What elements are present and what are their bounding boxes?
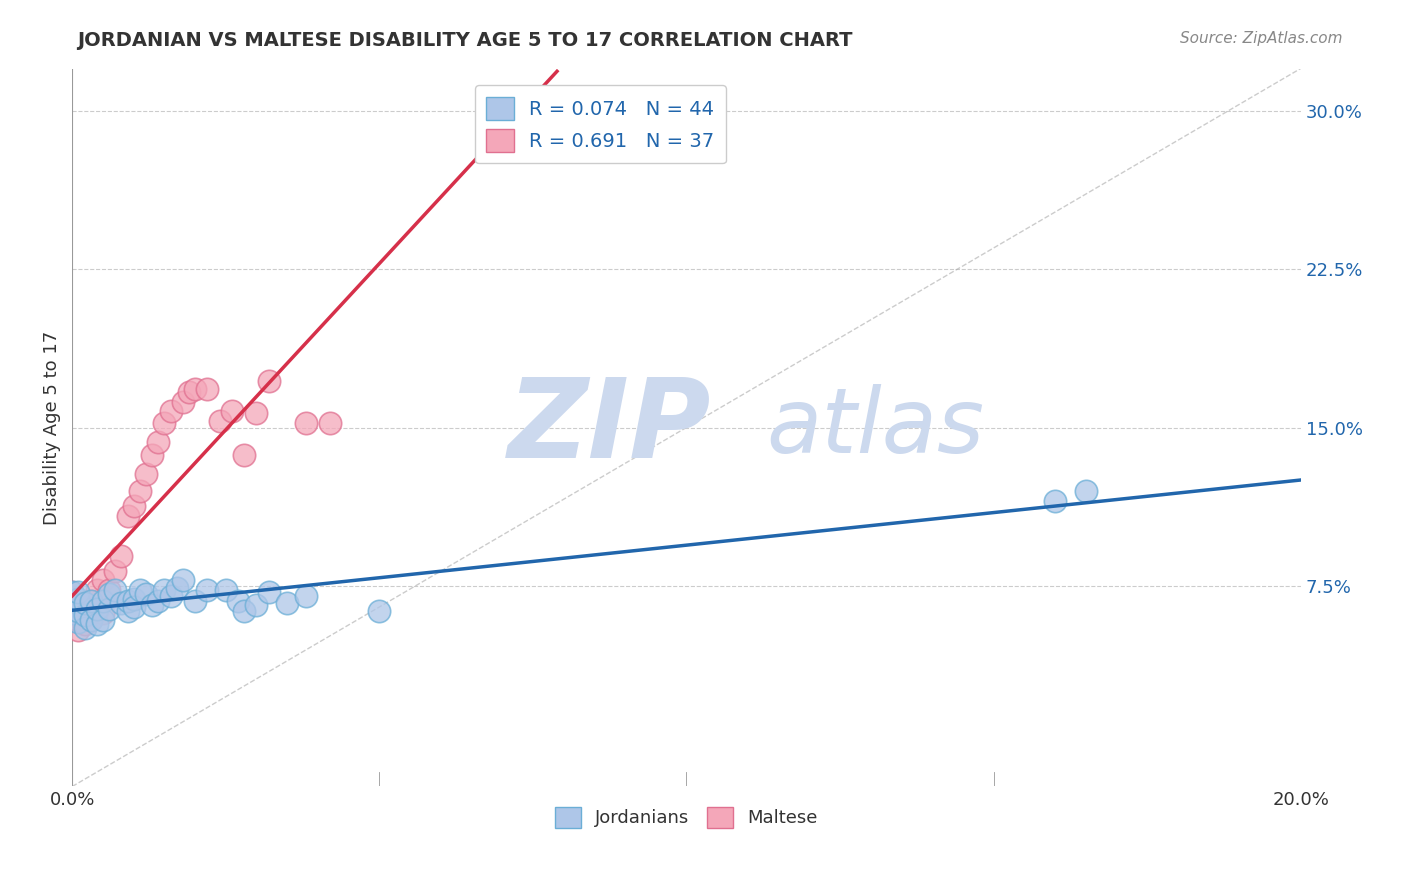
Point xyxy=(221,403,243,417)
Point xyxy=(368,604,391,618)
Point xyxy=(233,604,256,618)
Point xyxy=(159,403,181,417)
Point xyxy=(276,596,298,610)
Point xyxy=(73,608,96,623)
Point xyxy=(110,596,132,610)
Point xyxy=(98,587,121,601)
Point xyxy=(86,583,108,598)
Point xyxy=(79,613,101,627)
Point xyxy=(245,406,267,420)
Point xyxy=(195,583,218,598)
Point xyxy=(128,583,150,598)
Point xyxy=(148,435,170,450)
Text: Source: ZipAtlas.com: Source: ZipAtlas.com xyxy=(1180,31,1343,46)
Text: atlas: atlas xyxy=(766,384,984,472)
Point xyxy=(245,598,267,612)
Point xyxy=(110,549,132,564)
Point xyxy=(491,136,513,150)
Point xyxy=(122,499,145,513)
Point xyxy=(86,604,108,618)
Point xyxy=(86,602,108,616)
Point xyxy=(60,585,83,599)
Point xyxy=(122,599,145,614)
Point xyxy=(67,585,90,599)
Point xyxy=(60,607,83,621)
Point xyxy=(91,607,114,621)
Point xyxy=(104,564,127,578)
Point xyxy=(73,616,96,631)
Point xyxy=(117,604,139,618)
Point xyxy=(294,590,316,604)
Point xyxy=(122,591,145,606)
Point xyxy=(67,624,90,638)
Point xyxy=(215,583,238,598)
Point xyxy=(60,596,83,610)
Point xyxy=(104,583,127,598)
Point xyxy=(67,604,90,618)
Point xyxy=(73,596,96,610)
Point xyxy=(177,384,200,399)
Point xyxy=(91,613,114,627)
Point xyxy=(117,509,139,524)
Point xyxy=(226,593,249,607)
Point xyxy=(135,467,157,481)
Point xyxy=(319,417,342,431)
Point xyxy=(159,590,181,604)
Point xyxy=(60,607,83,621)
Point xyxy=(294,417,316,431)
Point xyxy=(117,593,139,607)
Point xyxy=(73,598,96,612)
Point xyxy=(184,383,207,397)
Text: JORDANIAN VS MALTESE DISABILITY AGE 5 TO 17 CORRELATION CHART: JORDANIAN VS MALTESE DISABILITY AGE 5 TO… xyxy=(77,31,853,50)
Point xyxy=(166,581,188,595)
Point xyxy=(195,383,218,397)
Point xyxy=(141,448,163,462)
Point xyxy=(86,616,108,631)
Point xyxy=(141,598,163,612)
Legend: Jordanians, Maltese: Jordanians, Maltese xyxy=(548,799,825,835)
Point xyxy=(73,621,96,635)
Point xyxy=(60,596,83,610)
Point xyxy=(257,585,280,599)
Point xyxy=(172,395,194,409)
Point xyxy=(233,448,256,462)
Point xyxy=(60,585,83,599)
Point xyxy=(153,417,176,431)
Point xyxy=(98,602,121,616)
Y-axis label: Disability Age 5 to 17: Disability Age 5 to 17 xyxy=(44,330,60,524)
Point xyxy=(67,599,90,614)
Point xyxy=(184,593,207,607)
Point xyxy=(67,613,90,627)
Point xyxy=(67,591,90,606)
Point xyxy=(91,573,114,587)
Text: ZIP: ZIP xyxy=(509,374,711,481)
Point xyxy=(67,615,90,629)
Point xyxy=(79,613,101,627)
Point xyxy=(148,593,170,607)
Point xyxy=(172,573,194,587)
Point xyxy=(91,593,114,607)
Point xyxy=(1043,494,1066,508)
Point xyxy=(1074,483,1097,498)
Point xyxy=(135,587,157,601)
Point xyxy=(79,593,101,607)
Point xyxy=(153,583,176,598)
Point xyxy=(98,583,121,598)
Point xyxy=(208,414,231,428)
Point xyxy=(79,593,101,607)
Point xyxy=(257,374,280,388)
Point xyxy=(128,483,150,498)
